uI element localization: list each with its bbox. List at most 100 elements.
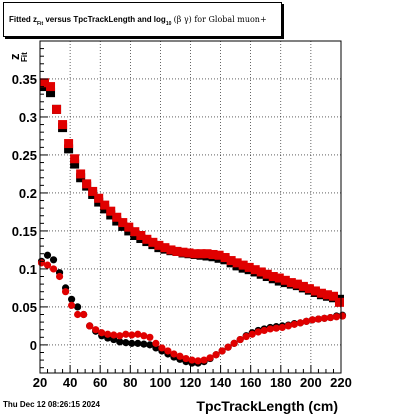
data-point-circle xyxy=(68,295,76,303)
data-point-square xyxy=(334,297,344,307)
svg-text:z: z xyxy=(7,53,22,60)
data-point-square xyxy=(112,212,122,222)
y-tick-label: 0.25 xyxy=(12,148,37,163)
data-point-square xyxy=(88,186,98,196)
y-tick-label: 0.3 xyxy=(19,110,37,125)
data-point-square xyxy=(136,230,146,240)
datestamp: Thu Dec 12 08:26:15 2024 xyxy=(3,400,100,409)
data-point-circle xyxy=(272,324,280,332)
data-point-circle xyxy=(98,329,106,337)
data-point-circle xyxy=(176,352,184,360)
data-point-circle xyxy=(116,332,124,340)
data-point-circle xyxy=(128,331,136,339)
data-point-circle xyxy=(254,328,262,336)
data-point-circle xyxy=(74,303,82,311)
data-point-square xyxy=(280,275,290,285)
data-point-circle xyxy=(248,330,256,338)
data-point-circle xyxy=(146,333,154,341)
data-point-circle xyxy=(61,288,70,296)
data-point-square xyxy=(94,193,104,203)
x-tick-label: 60 xyxy=(93,375,107,390)
data-point-circle xyxy=(308,316,317,324)
data-point-circle xyxy=(122,330,130,338)
x-tick-label: 220 xyxy=(330,375,352,390)
data-point-circle xyxy=(134,330,142,338)
data-point-square xyxy=(46,88,56,98)
data-point-circle xyxy=(110,331,118,339)
data-point-circle xyxy=(43,251,52,259)
data-point-circle xyxy=(49,265,58,273)
data-point-circle xyxy=(212,351,220,359)
data-point-square xyxy=(58,120,68,130)
data-point-square xyxy=(316,288,326,298)
x-tick-labels: 20 40 60 80 100 120 140 160 180 200 220 xyxy=(33,375,352,390)
data-point-circle xyxy=(122,339,130,347)
data-point-circle xyxy=(326,313,335,322)
data-point-circle xyxy=(266,325,274,333)
data-point-square xyxy=(52,104,62,114)
data-point-square xyxy=(208,249,218,259)
data-point-square xyxy=(304,284,314,294)
data-point-circle xyxy=(49,256,58,264)
data-point-circle xyxy=(134,339,142,347)
data-point-circle xyxy=(320,314,329,322)
data-point-square xyxy=(196,249,206,259)
data-point-square xyxy=(214,250,224,260)
data-point-square xyxy=(40,78,50,88)
data-point-square xyxy=(46,82,56,92)
data-point-square xyxy=(268,272,278,282)
data-point-square xyxy=(232,258,242,268)
data-point-square xyxy=(226,256,236,266)
data-point-circle xyxy=(206,354,214,362)
data-point-square xyxy=(106,206,116,216)
y-tick-label: 0.15 xyxy=(12,224,37,239)
data-point-square xyxy=(166,245,176,255)
data-point-square xyxy=(256,267,266,277)
data-point-circle xyxy=(146,341,154,349)
data-point-square xyxy=(100,200,110,210)
x-tick-label: 120 xyxy=(180,375,202,390)
data-point-square xyxy=(124,222,134,232)
x-tick-label: 140 xyxy=(210,375,232,390)
series-1 xyxy=(40,78,344,307)
series-2 xyxy=(37,251,347,367)
data-point-circle xyxy=(86,322,94,330)
data-point-circle xyxy=(200,356,208,364)
data-point-circle xyxy=(182,354,190,363)
x-tick-label: 80 xyxy=(123,375,137,390)
data-point-square xyxy=(118,218,128,228)
data-point-circle xyxy=(278,323,286,332)
data-point-circle xyxy=(260,326,268,335)
data-point-square xyxy=(142,234,152,244)
y-tick-label: 0.35 xyxy=(12,72,37,87)
data-point-circle xyxy=(43,261,52,269)
data-point-circle xyxy=(284,322,292,330)
data-point-square xyxy=(70,154,80,164)
series-3 xyxy=(37,259,347,365)
data-point-circle xyxy=(230,339,238,347)
data-point-square xyxy=(70,159,80,169)
data-point-square xyxy=(298,281,308,291)
data-point-square xyxy=(172,246,182,256)
data-point-circle xyxy=(140,340,148,348)
data-point-circle xyxy=(236,335,244,344)
svg-text:Fit: Fit xyxy=(20,52,29,62)
data-point-square xyxy=(64,144,74,154)
data-point-circle xyxy=(242,332,250,341)
data-point-square xyxy=(286,278,296,288)
data-point-square xyxy=(262,269,272,279)
data-point-circle xyxy=(55,272,64,281)
data-point-circle xyxy=(80,310,88,319)
data-point-circle xyxy=(290,320,298,328)
data-point-square xyxy=(160,243,170,253)
x-tick-label: 160 xyxy=(240,375,262,390)
x-tick-label: 100 xyxy=(150,375,172,390)
data-point-square xyxy=(76,169,86,179)
data-point-circle xyxy=(194,357,202,365)
x-tick-label: 20 xyxy=(33,375,47,390)
chart-title-box: Fitted zFit versus TpcTrackLength and lo… xyxy=(3,2,282,37)
data-point-circle xyxy=(338,312,347,320)
data-point-square xyxy=(274,273,284,283)
data-point-square xyxy=(202,249,212,259)
